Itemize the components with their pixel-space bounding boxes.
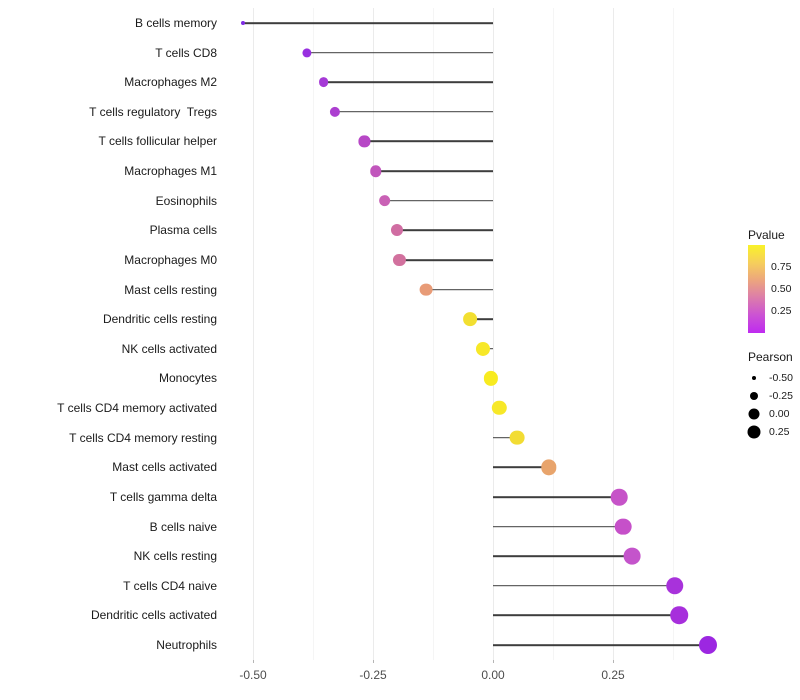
row-label: T cells CD4 memory resting [69, 430, 217, 445]
x-axis-tick-label: -0.50 [239, 668, 267, 682]
x-axis-tick [493, 660, 494, 663]
stem-line [323, 81, 493, 84]
pvalue-gradient-bar [748, 245, 765, 333]
pvalue-legend-title: Pvalue [748, 228, 785, 242]
data-point-dot [540, 459, 557, 475]
stem-line [493, 555, 632, 557]
data-point-dot [610, 488, 628, 506]
row-label: Dendritic cells resting [102, 312, 217, 327]
stem-line [334, 111, 493, 113]
stem-line [384, 199, 493, 202]
pearson-size-label: -0.25 [769, 389, 793, 402]
stem-line [306, 51, 493, 54]
data-point-dot [370, 165, 382, 177]
data-point-dot [241, 21, 246, 25]
pvalue-tick-label: 0.50 [771, 283, 792, 295]
data-point-dot [666, 577, 684, 595]
stem-line [493, 584, 675, 587]
data-point-dot [463, 312, 478, 327]
row-label: Macrophages M0 [124, 252, 217, 267]
data-point-dot [390, 224, 404, 237]
pearson-size-dot [747, 425, 760, 438]
x-gridline-major [493, 8, 494, 660]
x-axis-tick [253, 660, 254, 663]
row-label: B cells naive [149, 519, 217, 534]
row-label: T cells CD4 memory activated [57, 401, 217, 416]
pearson-size-label: 0.00 [769, 407, 790, 420]
x-gridline-major [373, 8, 374, 660]
x-gridline-major [253, 8, 254, 660]
data-point-dot [492, 400, 507, 416]
row-label: B cells memory [134, 16, 217, 30]
pearson-size-dot [749, 391, 758, 400]
stem-line [493, 614, 680, 617]
row-label: Mast cells resting [124, 282, 217, 297]
row-label: Macrophages M2 [124, 75, 217, 90]
row-label: T cells follicular helper [98, 134, 218, 149]
row-label: Macrophages M1 [124, 164, 217, 179]
stem-line [470, 318, 493, 320]
data-point-dot [483, 371, 498, 386]
pearson-size-label: -0.50 [769, 371, 793, 384]
row-label: Neutrophils [156, 638, 217, 653]
data-point-dot [318, 77, 329, 88]
stem-line [243, 22, 493, 24]
x-axis-tick [613, 660, 614, 663]
data-point-dot [419, 283, 433, 296]
pearson-size-dot [751, 375, 756, 380]
data-point-dot [614, 518, 632, 535]
pearson-size-dot [748, 408, 759, 419]
data-point-dot [698, 636, 717, 655]
x-gridline-minor [433, 8, 434, 660]
row-label: T cells CD4 naive [123, 578, 217, 593]
row-label: NK cells activated [121, 341, 217, 356]
stem-line [493, 466, 549, 469]
stem-line [397, 229, 493, 232]
pvalue-tick-label: 0.75 [771, 261, 792, 273]
stem-line [399, 259, 493, 261]
row-label: Plasma cells [149, 223, 217, 238]
row-label: NK cells resting [133, 549, 217, 564]
x-axis-tick [373, 660, 374, 663]
row-label: Mast cells activated [112, 460, 217, 475]
stem-line [493, 644, 708, 646]
row-label: Eosinophils [155, 193, 217, 208]
pvalue-tick-label: 0.25 [771, 305, 792, 317]
stem-line [425, 288, 493, 291]
stem-line [493, 525, 624, 528]
row-label: T cells CD8 [155, 45, 217, 60]
data-point-dot [623, 547, 641, 565]
stem-line [493, 496, 620, 498]
stem-line [375, 170, 493, 172]
data-point-dot [329, 106, 340, 117]
x-gridline-minor [313, 8, 314, 660]
pearson-size-label: 0.25 [769, 425, 790, 438]
data-point-dot [476, 341, 491, 356]
x-gridline-minor [553, 8, 554, 660]
stem-line [364, 140, 493, 143]
data-point-dot [670, 606, 689, 625]
x-axis-tick-label: -0.25 [359, 668, 387, 682]
x-gridline-minor [673, 8, 674, 660]
x-axis-tick-label: 0.25 [601, 668, 625, 682]
data-point-dot [510, 430, 525, 446]
data-point-dot [378, 194, 391, 207]
stem-line [493, 436, 518, 439]
data-point-dot [302, 48, 312, 58]
row-label: T cells gamma delta [109, 489, 217, 504]
x-gridline-major [613, 8, 614, 660]
data-point-dot [393, 253, 406, 267]
row-label: T cells regulatory Tregs [89, 104, 217, 119]
data-point-dot [358, 135, 370, 148]
row-label: Monocytes [158, 371, 217, 386]
row-label: Dendritic cells activated [90, 608, 217, 623]
pearson-legend-title: Pearson [748, 350, 793, 364]
x-axis-tick-label: 0.00 [481, 668, 505, 682]
